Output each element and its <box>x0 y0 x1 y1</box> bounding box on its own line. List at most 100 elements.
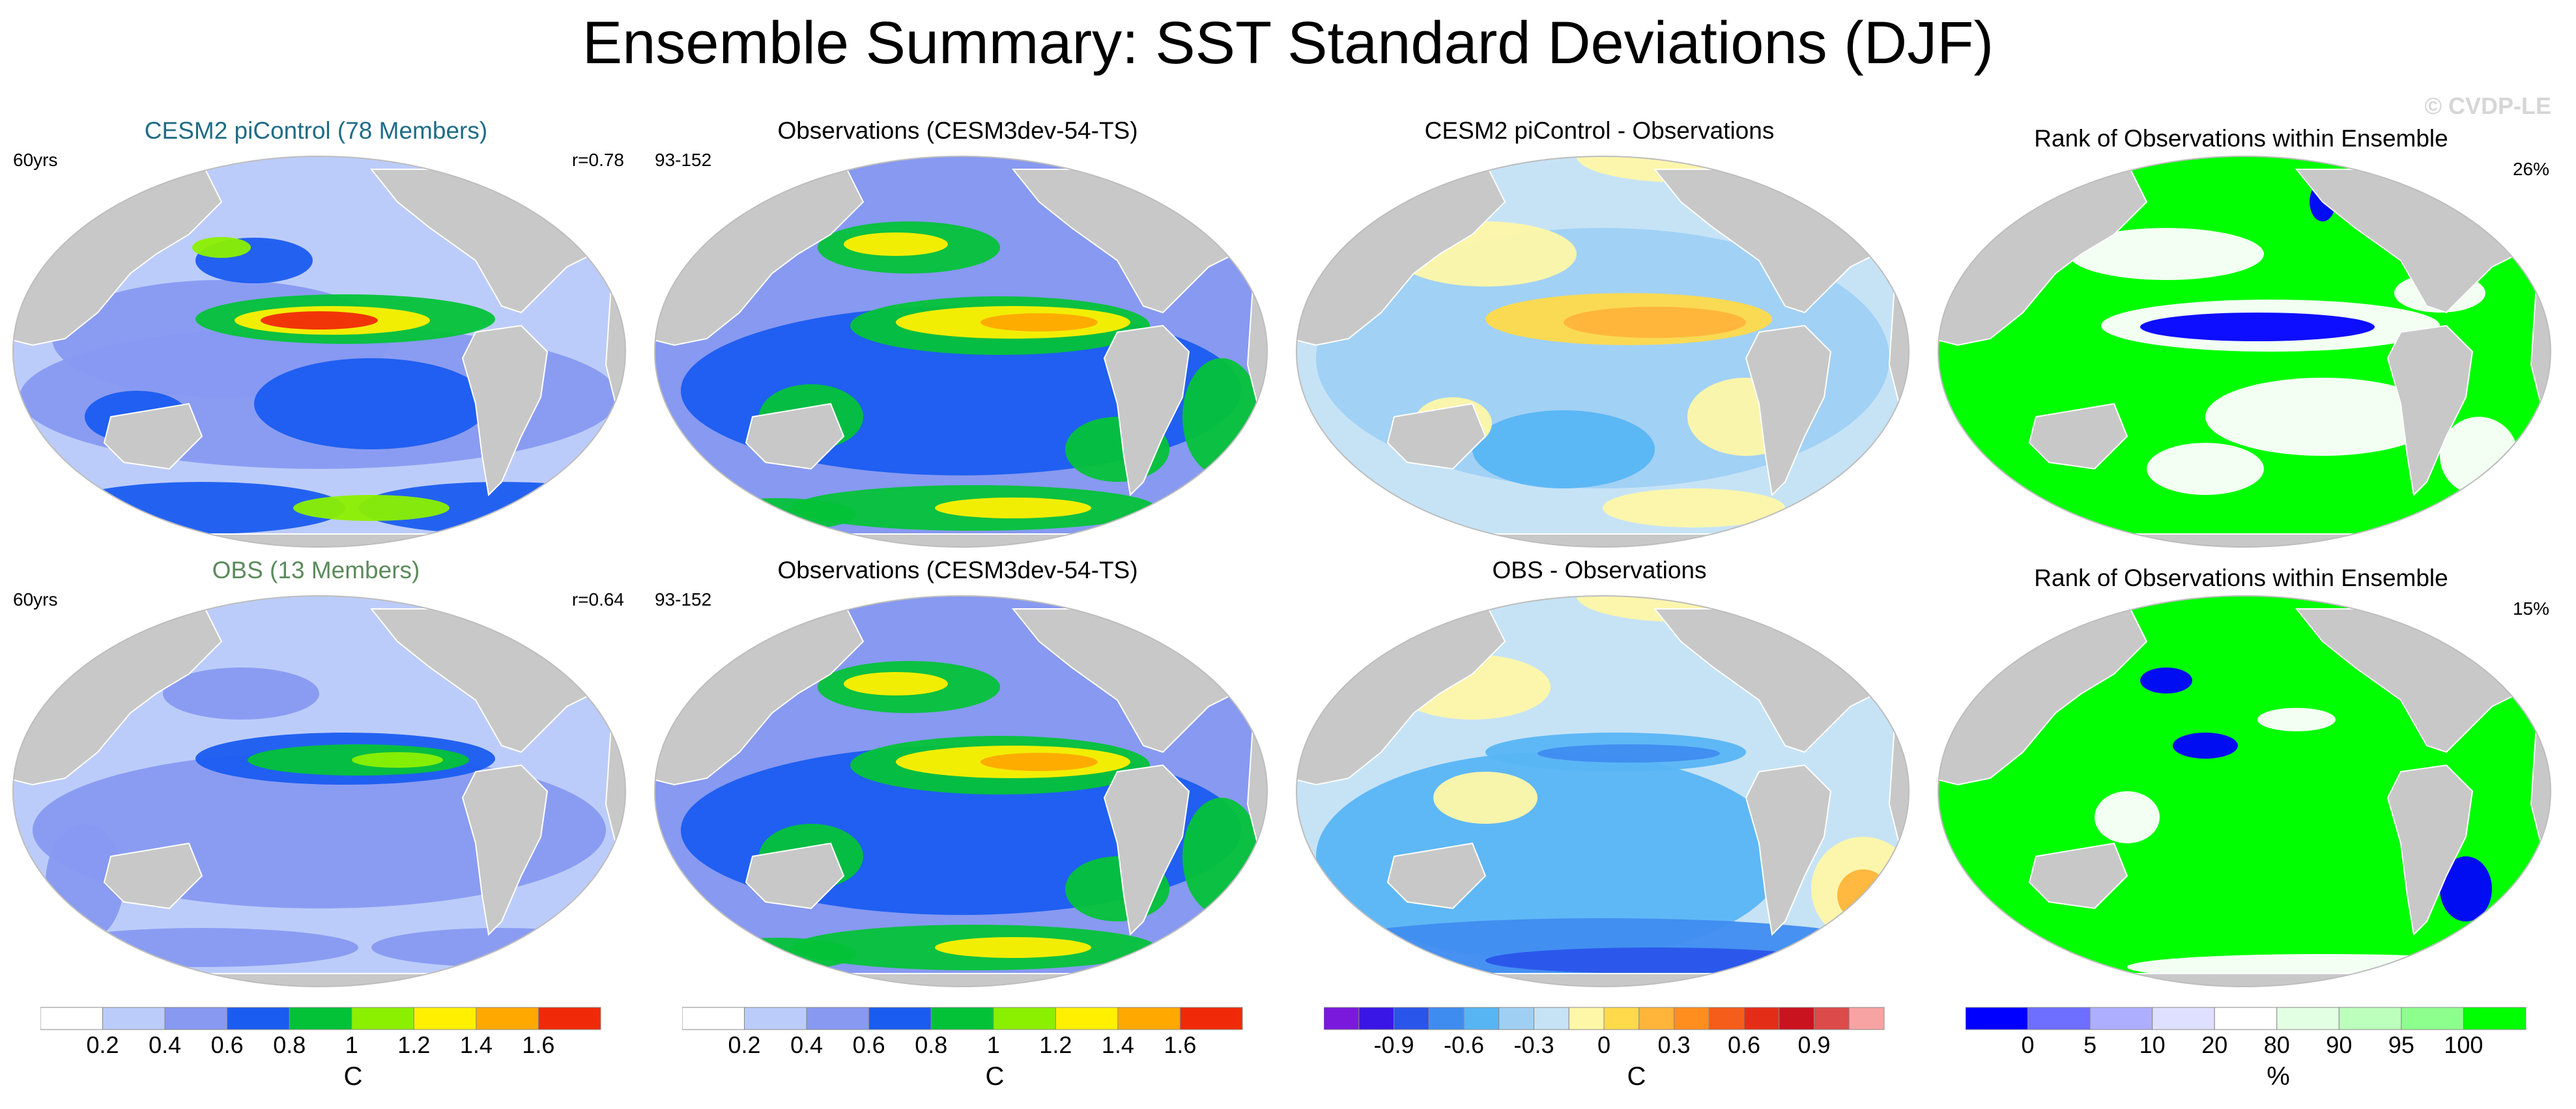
colorbar-swatch <box>681 1007 745 1030</box>
colorbar-swatch <box>413 1007 477 1030</box>
colorbar-tick-label: 0.4 <box>149 1032 181 1058</box>
colorbar-swatch <box>1498 1007 1534 1030</box>
colorbar-tick-label: 1.2 <box>1039 1032 1072 1058</box>
panel-title: Rank of Observations within Ensemble <box>2034 565 2448 591</box>
colorbar-tick-label: 1.4 <box>460 1032 493 1058</box>
colorbar-swatch <box>2338 1007 2402 1030</box>
panel-title: OBS (13 Members) <box>212 557 420 583</box>
colorbar-swatch <box>1055 1007 1119 1030</box>
colorbar-tick-label: 95 <box>2388 1032 2414 1058</box>
colorbar-swatch <box>2089 1007 2153 1030</box>
colorbar-swatch <box>1674 1007 1710 1030</box>
colorbar-swatch <box>2152 1007 2215 1030</box>
colorbar-unit: C <box>985 1062 1005 1091</box>
colorbar-tick-label: 0.2 <box>728 1032 761 1058</box>
panel-title: Observations (CESM3dev-54-TS) <box>777 557 1138 583</box>
map-cesm2-minus-obs <box>1296 156 1910 548</box>
map-observations-std-2 <box>654 595 1268 987</box>
colorbar-tick-label: 1 <box>345 1032 358 1058</box>
panel-period: 60yrs <box>13 150 58 170</box>
colorbar-swatch <box>2276 1007 2340 1030</box>
panel-diff-2: OBS - Observations <box>1283 557 1915 993</box>
colorbar-swatch <box>1639 1007 1674 1030</box>
panel-rank: Rank of Observations within Ensemble 26% <box>1925 117 2557 554</box>
colorbar-tick-label: 1.4 <box>1102 1032 1134 1058</box>
panel-period: 93-152 <box>655 589 712 610</box>
colorbar-unit: % <box>2267 1062 2290 1091</box>
colorbar-swatch <box>1323 1007 1360 1030</box>
colorbar-tick-label: -0.9 <box>1373 1032 1414 1058</box>
colorbar-tick-label: 0.8 <box>915 1032 947 1058</box>
colorbar-tick-label: 1.6 <box>522 1032 554 1058</box>
map-observations-std <box>654 156 1268 548</box>
colorbar-std-2: 0.2 0.4 0.6 0.8 1 1.2 1.4 1.6 C <box>681 1006 1308 1104</box>
colorbar-swatch <box>744 1007 807 1030</box>
panel-title: CESM2 piControl - Observations <box>1424 117 1775 144</box>
panel-correlation: r=0.64 <box>571 589 624 610</box>
colorbar-swatch <box>1358 1007 1394 1030</box>
colorbar-swatch <box>2214 1007 2278 1030</box>
colorbar-tick-label: 0.9 <box>1797 1032 1830 1058</box>
colorbar-tick-label: 0.2 <box>87 1032 119 1058</box>
colorbar-swatch <box>476 1007 539 1030</box>
colorbar-rank: 0 5 10 20 80 90 95 100 % <box>1965 1006 2576 1104</box>
colorbar-swatch <box>227 1007 290 1030</box>
panel-rank-percent: 15% <box>2512 598 2549 619</box>
panel-rank-2: Rank of Observations within Ensemble 15% <box>1925 557 2557 993</box>
colorbar-swatch <box>993 1007 1056 1030</box>
panel-correlation: r=0.78 <box>571 150 624 170</box>
figure-title: Ensemble Summary: SST Standard Deviation… <box>582 10 1994 76</box>
colorbar-swatch <box>2463 1007 2526 1030</box>
panel-title: OBS - Observations <box>1492 557 1707 583</box>
colorbar-tick-label: 80 <box>2264 1032 2290 1058</box>
panel-obs-std: Observations (CESM3dev-54-TS) 93-152 <box>642 117 1274 554</box>
colorbar-tick-label: 0 <box>1597 1032 1610 1058</box>
map-rank-2 <box>1938 595 2551 987</box>
colorbar-unit: C <box>343 1062 363 1091</box>
colorbar-tick-label: 5 <box>2083 1032 2097 1058</box>
colorbar-diff: -0.9 -0.6 -0.3 0 0.3 0.6 0.9 C <box>1323 1006 1949 1104</box>
colorbar-tick-label: 0.4 <box>790 1032 823 1058</box>
colorbar-swatch <box>1534 1007 1569 1030</box>
colorbar-tick-label: 1 <box>987 1032 1000 1058</box>
colorbar-swatch <box>1814 1007 1850 1030</box>
map-rank <box>1938 156 2551 548</box>
colorbar-tick-label: 0 <box>2022 1032 2035 1058</box>
colorbar-swatch <box>1743 1007 1780 1030</box>
panel-obsens-std: OBS (13 Members) 60yrs r=0.64 <box>0 557 632 993</box>
colorbar-swatch <box>537 1007 601 1030</box>
colorbar-swatch <box>930 1007 994 1030</box>
panel-diff: CESM2 piControl - Observations <box>1283 117 1915 554</box>
colorbar-swatch <box>1848 1007 1885 1030</box>
panel-period: 60yrs <box>13 589 58 610</box>
colorbar-tick-label: -0.6 <box>1444 1032 1484 1058</box>
colorbar-swatch <box>1428 1007 1465 1030</box>
colorbar-tick-label: 90 <box>2326 1032 2352 1058</box>
colorbar-swatch <box>806 1007 870 1030</box>
colorbar-swatch <box>1117 1007 1181 1030</box>
watermark: © CVDP-LE <box>2424 92 2551 119</box>
colorbar-swatch <box>1394 1007 1429 1030</box>
panel-period: 93-152 <box>655 150 712 170</box>
colorbar-tick-label: 0.6 <box>211 1032 244 1058</box>
colorbar-tick-label: 10 <box>2140 1032 2166 1058</box>
colorbar-swatch <box>1779 1007 1814 1030</box>
colorbar-swatch <box>1179 1007 1243 1030</box>
map-obs-ensemble-std <box>12 595 626 987</box>
map-obs-minus-obs <box>1296 595 1910 987</box>
colorbar-swatch <box>102 1007 165 1030</box>
panel-model-std: CESM2 piControl (78 Members) 60yrs r=0.7… <box>0 117 632 554</box>
colorbar-tick-label: 0.6 <box>1728 1032 1760 1058</box>
colorbar-swatch <box>1463 1007 1500 1030</box>
panel-title: Observations (CESM3dev-54-TS) <box>777 117 1138 144</box>
colorbar-swatch <box>1708 1007 1745 1030</box>
colorbar-tick-label: 0.8 <box>273 1032 306 1058</box>
colorbar-swatch <box>1603 1007 1640 1030</box>
panel-title: Rank of Observations within Ensemble <box>2034 125 2448 152</box>
panel-obs-std-2: Observations (CESM3dev-54-TS) 93-152 <box>642 557 1274 993</box>
colorbar-swatch <box>2401 1007 2464 1030</box>
colorbar-tick-label: 100 <box>2444 1032 2483 1058</box>
map-cesm2-std <box>12 156 626 548</box>
colorbar-swatch <box>164 1007 228 1030</box>
colorbar-tick-label: 0.6 <box>853 1032 885 1058</box>
